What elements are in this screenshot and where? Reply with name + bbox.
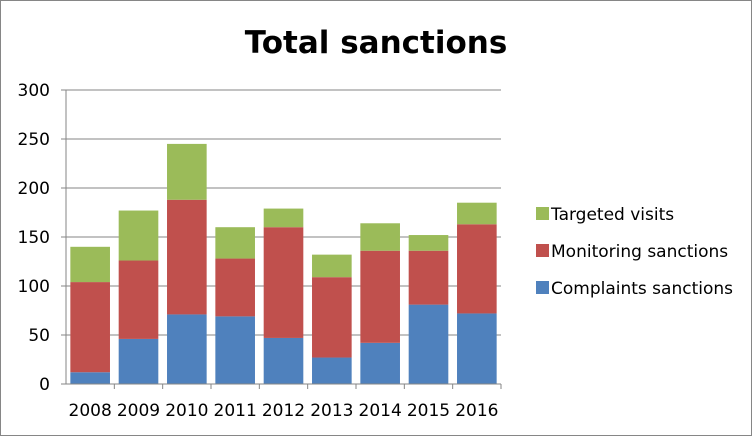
bar-segment-targeted-visits: [118, 210, 159, 261]
bar-segment-targeted-visits: [215, 227, 255, 259]
bar-segment-complaints-sanctions: [263, 337, 304, 384]
legend-swatch: [536, 207, 549, 220]
legend-swatch: [536, 281, 549, 294]
x-tick-label: 2009: [117, 401, 160, 421]
bar-segment-monitoring-sanctions: [457, 224, 497, 314]
bar-segment-targeted-visits: [457, 202, 497, 225]
legend-entry: Monitoring sanctions: [536, 242, 728, 262]
x-tick-label: 2012: [262, 401, 305, 421]
x-axis-tick-labels: 2008 2009 2010 2011 2012 2013 2014 2015 2016: [69, 401, 499, 421]
legend-entry: Complaints sanctions: [536, 279, 733, 299]
y-tick-label: 250: [18, 130, 50, 150]
bar-segment-monitoring-sanctions: [263, 227, 304, 338]
bar-segment-targeted-visits: [312, 254, 352, 278]
bar-segment-complaints-sanctions: [360, 342, 400, 384]
y-tick-label: 0: [39, 375, 50, 395]
x-tick-label: 2008: [69, 401, 112, 421]
bar-segment-complaints-sanctions: [70, 372, 110, 384]
bar-segment-monitoring-sanctions: [167, 199, 207, 315]
legend-label: Complaints sanctions: [551, 279, 733, 299]
y-tick-label: 100: [18, 277, 50, 297]
legend-entry: Targeted visits: [536, 205, 674, 225]
bar-segment-monitoring-sanctions: [312, 277, 352, 358]
axes: [61, 89, 502, 389]
y-tick-label: 150: [18, 228, 50, 248]
y-axis-tick-labels: 0 50 100 150 200 250 300: [18, 81, 50, 395]
bar-segment-complaints-sanctions: [457, 313, 497, 384]
x-tick-label: 2011: [214, 401, 257, 421]
bar-segment-complaints-sanctions: [408, 304, 449, 384]
bar-segment-targeted-visits: [360, 223, 400, 251]
y-tick-label: 300: [18, 81, 50, 101]
bar-segment-complaints-sanctions: [118, 338, 159, 384]
x-tick-label: 2013: [310, 401, 353, 421]
bar-segment-targeted-visits: [408, 235, 449, 251]
bar-segment-monitoring-sanctions: [215, 258, 255, 317]
x-tick-label: 2010: [165, 401, 208, 421]
chart-title: Total sanctions: [245, 25, 508, 61]
y-tick-label: 50: [28, 326, 50, 346]
bar-segment-complaints-sanctions: [167, 314, 207, 384]
x-tick-label: 2016: [455, 401, 498, 421]
bar-segment-targeted-visits: [167, 143, 207, 200]
legend-label: Monitoring sanctions: [551, 242, 728, 262]
bar-segment-monitoring-sanctions: [408, 250, 449, 305]
bar-segment-complaints-sanctions: [215, 316, 255, 384]
legend: Targeted visits Monitoring sanctions Compl…: [536, 205, 733, 299]
bar-segment-targeted-visits: [70, 246, 110, 283]
bars: [70, 143, 497, 384]
bar-segment-monitoring-sanctions: [360, 250, 400, 343]
bar-segment-targeted-visits: [263, 208, 304, 228]
bar-segment-monitoring-sanctions: [118, 260, 159, 339]
legend-swatch: [536, 244, 549, 257]
y-tick-label: 200: [18, 179, 50, 199]
x-tick-label: 2014: [359, 401, 402, 421]
bar-segment-complaints-sanctions: [312, 357, 352, 384]
x-tick-label: 2015: [407, 401, 450, 421]
bar-segment-monitoring-sanctions: [70, 282, 110, 373]
legend-label: Targeted visits: [550, 205, 674, 225]
